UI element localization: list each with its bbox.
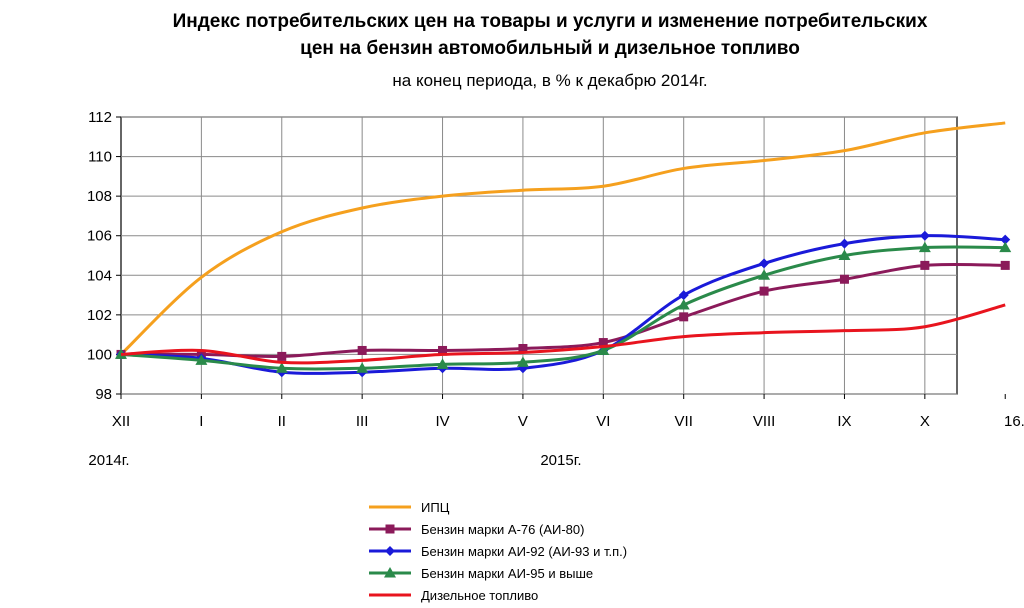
y-tick-label: 104 [87,267,112,284]
x-tick-label: VI [596,413,610,430]
data-point-series-3 [838,249,851,260]
data-point-series-3 [195,354,208,365]
x-tick-label: IX [837,413,851,430]
legend-marker-1 [385,524,395,534]
data-point-series-1 [277,351,287,361]
legend-label-4: Дизельное топливо [421,588,538,603]
data-point-series-3 [677,298,690,310]
data-point-series-3 [275,362,288,373]
x-tick-label: VII [675,413,693,430]
y-tick-label: 98 [95,386,112,403]
y-tick-label: 110 [88,149,112,166]
year-label-2015: 2015г. [540,452,581,469]
series-line-0 [119,121,1006,356]
data-point-series-2 [839,238,850,249]
data-point-series-1 [839,274,849,284]
data-point-series-1 [679,312,689,322]
y-tick-label: 100 [87,346,112,363]
legend-label-0: ИПЦ [421,500,450,515]
chart-title-line-2: цен на бензин автомобильный и дизельное … [300,38,800,59]
series-line-4 [120,303,1006,365]
data-point-series-3 [356,362,369,373]
x-tick-label: V [518,413,528,430]
data-point-series-1 [759,286,769,296]
year-label-2014: 2014г. [88,452,129,469]
chart-subtitle: на конец периода, в % к декабрю 2014г. [392,71,708,90]
x-tick-label: I [199,413,203,430]
legend-label-3: Бензин марки АИ-95 и выше [421,566,593,581]
data-point-series-2 [1000,234,1011,245]
x-tick-label: 16.11 [1004,413,1024,430]
legend-marker-2 [385,546,395,556]
data-point-series-1 [920,260,930,270]
y-tick-label: 102 [87,307,112,324]
data-point-series-1 [1000,260,1010,270]
data-point-series-3 [516,356,529,367]
data-point-series-2 [919,230,930,241]
legend-marker-3 [384,567,396,578]
y-tick-label: 112 [88,109,112,126]
data-point-series-3 [597,344,610,355]
data-point-series-1 [438,345,448,355]
y-tick-label: 108 [87,188,112,205]
data-point-series-3 [436,358,449,369]
data-point-series-1 [357,345,367,355]
x-tick-label: X [920,413,930,430]
data-point-series-3 [918,241,931,253]
data-point-series-3 [758,269,771,280]
x-tick-label: IV [435,413,449,430]
legend-label-1: Бензин марки А-76 (АИ-80) [421,522,584,537]
data-point-series-3 [999,241,1012,253]
y-tick-label: 106 [87,228,112,245]
chart-title-line-1: Индекс потребительских цен на товары и у… [172,11,928,32]
x-tick-label: III [356,413,369,430]
x-tick-label: II [278,413,286,430]
data-point-series-1 [518,343,528,353]
legend-label-2: Бензин марки АИ-92 (АИ-93 и т.п.) [421,544,627,559]
x-tick-label: VIII [753,413,776,430]
data-point-series-2 [759,258,770,269]
x-tick-label: XII [112,413,130,430]
data-point-series-2 [678,290,689,301]
data-point-series-1 [598,338,608,348]
